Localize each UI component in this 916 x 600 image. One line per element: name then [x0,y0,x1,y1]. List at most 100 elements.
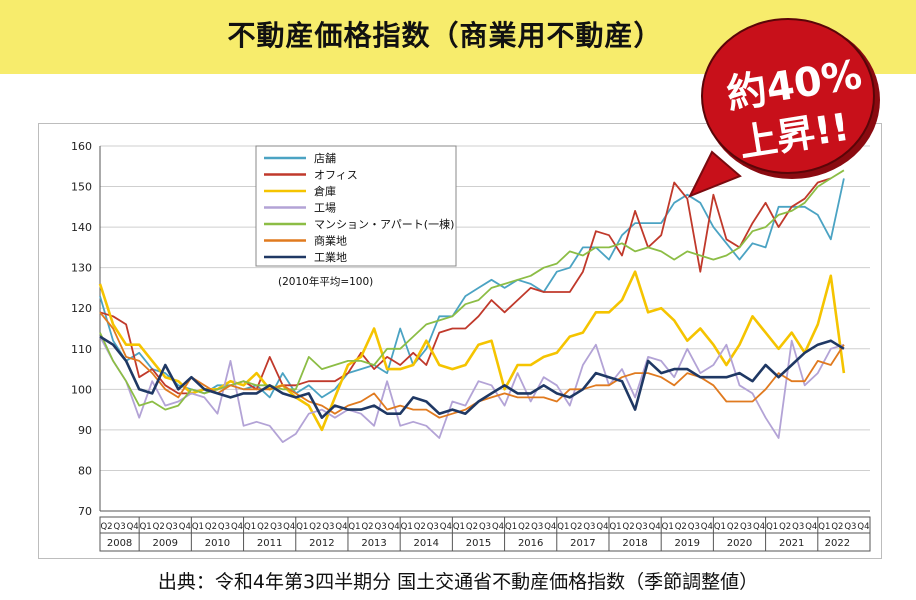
quarter-tick-label: Q3 [740,522,752,532]
quarter-tick-label: Q2 [831,522,843,532]
y-tick-label: 80 [78,464,92,477]
year-tick-label: 2016 [518,538,543,549]
quarter-tick-label: Q1 [766,522,778,532]
quarter-tick-label: Q4 [492,522,504,532]
year-tick-label: 2017 [570,538,595,549]
quarter-tick-label: Q1 [140,522,152,532]
year-tick-label: 2014 [414,538,439,549]
quarter-tick-label: Q2 [518,522,530,532]
y-tick-label: 90 [78,424,92,437]
quarter-tick-label: Q3 [688,522,700,532]
year-tick-label: 2018 [622,538,647,549]
quarter-tick-label: Q1 [296,522,308,532]
y-tick-label: 100 [71,383,92,396]
legend-label: オフィス [314,169,358,182]
quarter-tick-label: Q2 [257,522,269,532]
legend-label: 工場 [314,202,336,215]
quarter-tick-label: Q4 [335,522,347,532]
quarter-tick-label: Q3 [427,522,439,532]
quarter-tick-label: Q1 [244,522,256,532]
quarter-tick-label: Q3 [322,522,334,532]
quarter-tick-label: Q3 [844,522,856,532]
quarter-tick-label: Q2 [466,522,478,532]
year-tick-label: 2010 [205,538,230,549]
plot-area [100,146,870,511]
quarter-tick-label: Q4 [231,522,243,532]
y-tick-label: 160 [71,140,92,153]
quarter-tick-label: Q4 [127,522,139,532]
quarter-tick-label: Q4 [179,522,191,532]
y-tick-label: 140 [71,221,92,234]
quarter-tick-label: Q2 [153,522,165,532]
quarter-tick-label: Q4 [388,522,400,532]
quarter-tick-label: Q2 [675,522,687,532]
quarter-tick-label: Q2 [623,522,635,532]
quarter-tick-label: Q3 [218,522,230,532]
quarter-tick-label: Q2 [414,522,426,532]
quarter-tick-label: Q1 [453,522,465,532]
y-tick-label: 150 [71,181,92,194]
x-label-box [99,516,871,552]
year-tick-label: 2019 [675,538,700,549]
legend-label: 店舗 [314,151,336,165]
quarter-tick-label: Q1 [818,522,830,532]
legend-label: 工業地 [314,251,347,264]
quarter-tick-label: Q4 [283,522,295,532]
quarter-tick-label: Q1 [192,522,204,532]
chart-title: 不動産価格指数（商業用不動産） [227,19,663,52]
quarter-tick-label: Q3 [375,522,387,532]
quarter-tick-label: Q1 [401,522,413,532]
quarter-tick-label: Q3 [166,522,178,532]
quarter-tick-label: Q2 [100,522,112,532]
year-tick-label: 2020 [727,538,752,549]
quarter-tick-label: Q4 [753,522,765,532]
quarter-tick-label: Q4 [805,522,817,532]
quarter-tick-label: Q2 [779,522,791,532]
year-tick-label: 2011 [257,538,282,549]
chart-note: (2010年平均=100) [278,275,373,288]
quarter-tick-label: Q2 [570,522,582,532]
quarter-tick-label: Q4 [440,522,452,532]
year-tick-label: 2008 [107,538,132,549]
quarter-tick-label: Q1 [609,522,621,532]
quarter-tick-label: Q4 [544,522,556,532]
series-line [99,169,845,411]
quarter-tick-label: Q1 [714,522,726,532]
quarter-tick-label: Q1 [348,522,360,532]
y-tick-label: 130 [71,262,92,275]
quarter-tick-label: Q3 [479,522,491,532]
year-tick-label: 2013 [361,538,386,549]
quarter-tick-label: Q2 [361,522,373,532]
quarter-tick-label: Q3 [583,522,595,532]
quarter-tick-label: Q3 [531,522,543,532]
legend-label: 倉庫 [314,184,336,198]
quarter-tick-label: Q4 [701,522,713,532]
legend-box [255,145,457,267]
series-line [99,335,845,420]
quarter-tick-label: Q3 [636,522,648,532]
year-tick-label: 2021 [779,538,804,549]
year-tick-label: 2012 [309,538,334,549]
legend-label: マンション・アパート(一棟) [314,217,454,231]
quarter-tick-label: Q1 [662,522,674,532]
quarter-tick-label: Q4 [857,522,869,532]
quarter-tick-label: Q3 [114,522,126,532]
quarter-tick-label: Q4 [596,522,608,532]
y-tick-label: 110 [71,343,92,356]
y-tick-label: 70 [78,505,92,518]
year-tick-label: 2009 [153,538,178,549]
legend-label: 商業地 [314,234,347,248]
year-tick-label: 2022 [825,538,850,549]
source-caption: 出典：令和4年第3四半期分 国土交通省不動産価格指数（季節調整値） [157,571,759,593]
quarter-tick-label: Q2 [727,522,739,532]
year-tick-label: 2015 [466,538,491,549]
quarter-tick-label: Q1 [505,522,517,532]
quarter-tick-label: Q3 [270,522,282,532]
quarter-tick-label: Q2 [205,522,217,532]
y-tick-label: 120 [71,302,92,315]
quarter-tick-label: Q1 [557,522,569,532]
quarter-tick-label: Q3 [792,522,804,532]
quarter-tick-label: Q2 [309,522,321,532]
quarter-tick-label: Q4 [649,522,661,532]
